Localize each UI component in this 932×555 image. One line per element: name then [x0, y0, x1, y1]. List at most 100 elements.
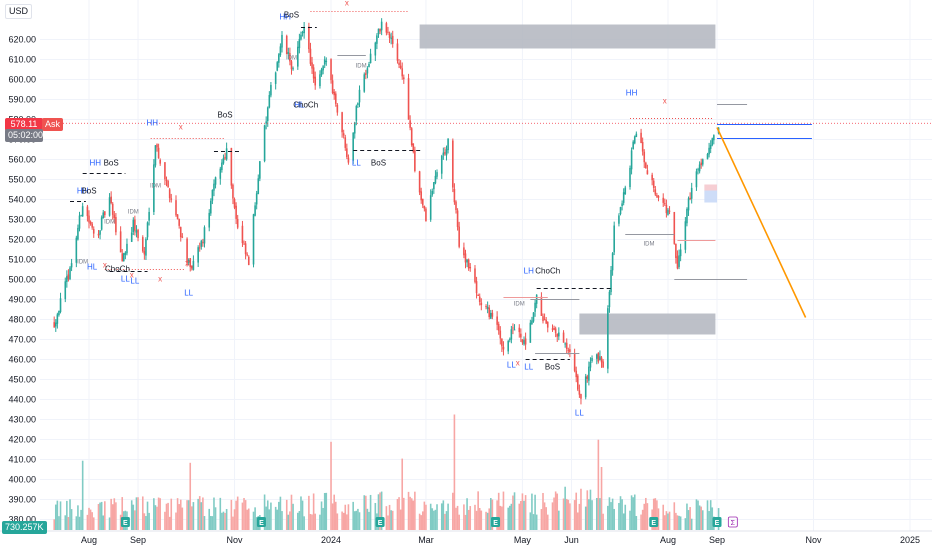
- volume-bar: [108, 517, 111, 530]
- candle-body: [554, 328, 557, 334]
- structure-lines: [0, 11, 932, 360]
- candle-body: [208, 212, 211, 228]
- candle-body: [534, 302, 536, 312]
- earnings-icon: [120, 517, 130, 527]
- price-axis-bg: [0, 0, 40, 531]
- volume-bar: [141, 496, 144, 530]
- candle-body: [178, 219, 180, 226]
- candle-body: [123, 253, 125, 262]
- candle-body: [89, 221, 92, 224]
- candle-body: [697, 169, 699, 171]
- price-axis[interactable]: 620.00610.00600.00590.00580.00570.00560.…: [0, 0, 40, 531]
- candle-body: [410, 128, 413, 146]
- volume-bar: [342, 512, 345, 530]
- volume-bar: [391, 510, 394, 530]
- volume-bar: [464, 514, 467, 530]
- volume-bar: [119, 514, 122, 530]
- candle-body: [701, 159, 704, 165]
- candle-body: [197, 247, 199, 263]
- volume-bar: [399, 509, 402, 530]
- candle-body: [203, 227, 206, 244]
- volume-bar: [88, 507, 90, 530]
- candle-body: [224, 156, 226, 159]
- earnings-icon: [491, 517, 501, 527]
- candle-body: [108, 197, 111, 216]
- volume-bar: [600, 467, 603, 530]
- candle-body: [684, 221, 687, 250]
- candle-body: [588, 366, 590, 381]
- candle-body: [551, 328, 554, 330]
- candle-body: [540, 296, 543, 316]
- candle-body: [580, 394, 582, 399]
- volume-bar: [458, 514, 460, 530]
- volume-bar: [497, 492, 500, 530]
- volume-bar: [143, 513, 146, 530]
- candle-body: [709, 144, 712, 149]
- volume-bar: [154, 505, 157, 530]
- volume-bar: [319, 514, 321, 530]
- volume-bar: [175, 512, 177, 530]
- structure-label: IDM: [286, 56, 297, 62]
- volume-bar: [247, 508, 250, 530]
- volume-bar: [690, 518, 693, 530]
- structure-label: BoS: [284, 11, 299, 20]
- y-tick-label: 520.00: [8, 235, 36, 245]
- candle-body: [365, 73, 367, 75]
- candle-body: [423, 205, 426, 209]
- volume-bar: [567, 499, 570, 530]
- volume-bar: [104, 501, 106, 530]
- volume-bar: [508, 505, 511, 530]
- volume-bar: [645, 497, 647, 530]
- volume-bar: [64, 515, 67, 530]
- candle-body: [232, 184, 234, 199]
- candle-body: [402, 77, 405, 80]
- volume-bar: [485, 511, 487, 530]
- volume-bar: [554, 491, 557, 530]
- candle-body: [154, 145, 157, 166]
- volume-bar: [429, 503, 432, 530]
- candle-body: [124, 252, 127, 255]
- volume-bar: [75, 516, 78, 530]
- volume-bar: [640, 514, 642, 530]
- candle-body: [545, 319, 547, 324]
- candle-body: [330, 59, 332, 81]
- structure-label: LL: [575, 409, 584, 418]
- candle-body: [686, 208, 688, 224]
- time-axis[interactable]: Aug Sep Nov 2024 Mar May Jun Aug Sep Nov 2025: [0, 530, 932, 545]
- y-tick-label: 550.00: [8, 175, 36, 185]
- candle-body: [347, 157, 350, 163]
- candle-body: [668, 210, 671, 212]
- candle-body: [380, 21, 383, 31]
- volume-bar: [575, 492, 578, 530]
- volume-bar: [353, 511, 356, 530]
- y-tick-label: 540.00: [8, 195, 36, 205]
- candle-body: [54, 322, 57, 327]
- currency-label[interactable]: USD: [5, 4, 33, 19]
- y-tick-label: 510.00: [8, 255, 36, 265]
- demand-zone-pink: [704, 184, 718, 191]
- volume-bar: [698, 505, 701, 530]
- candle-body: [257, 178, 260, 194]
- candle-body: [466, 259, 468, 263]
- volume-bar: [618, 503, 620, 530]
- candle-body: [210, 200, 212, 214]
- candle-body: [553, 327, 555, 330]
- candle-body: [654, 189, 657, 195]
- volume-bar: [580, 488, 582, 530]
- volume-bar: [276, 509, 279, 530]
- volume-bar: [115, 502, 117, 530]
- y-tick-label: 620.00: [8, 35, 36, 45]
- volume-bar: [709, 500, 712, 530]
- volume-bar: [619, 496, 622, 530]
- candle-body: [331, 80, 334, 94]
- candle-body: [77, 227, 79, 240]
- candle-body: [396, 43, 399, 61]
- candle-body: [608, 291, 611, 308]
- volume-bar: [281, 511, 283, 530]
- candle-body: [695, 171, 698, 188]
- candle-body: [610, 269, 612, 292]
- volume-bar: [447, 503, 449, 530]
